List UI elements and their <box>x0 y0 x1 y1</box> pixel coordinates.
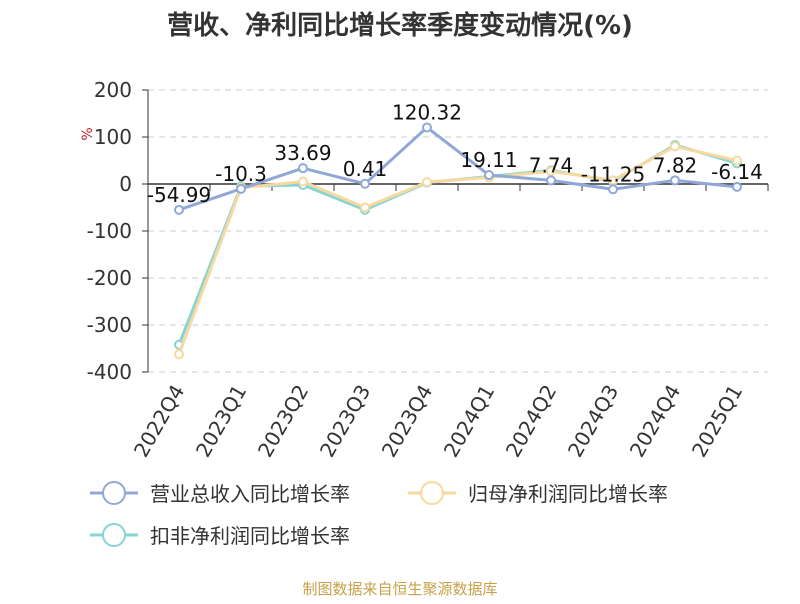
data-labels: -54.99-10.3 33.69 0.41 120.32 19.11 7.74 -11.2… <box>147 100 763 206</box>
y-tick-label: 0 <box>119 172 132 196</box>
legend-label: 归母净利润同比增长率 <box>468 482 668 506</box>
grid-lines <box>148 89 768 373</box>
legend-circle-icon <box>420 481 444 505</box>
series-line <box>178 125 738 212</box>
x-tick-label: 2023Q3 <box>315 381 375 462</box>
x-tick-label: 2024Q2 <box>501 381 561 462</box>
data-label: -6.14 <box>711 160 763 184</box>
legend-label: 扣非净利润同比增长率 <box>150 524 350 548</box>
legend-circle-icon <box>102 481 126 505</box>
chart-title: 营收、净利同比增长率季度变动情况(%) <box>167 10 633 41</box>
y-tick-label: 100 <box>94 125 132 149</box>
data-point <box>546 166 556 177</box>
data-label: -10.3 <box>215 162 267 186</box>
x-tick-label: 2022Q4 <box>129 381 189 462</box>
x-tick-label: 2023Q2 <box>253 381 313 462</box>
data-point <box>732 181 742 192</box>
data-point <box>174 349 184 360</box>
data-point <box>422 122 432 133</box>
data-label: -54.99 <box>147 183 211 207</box>
data-label: -11.25 <box>581 162 645 186</box>
data-point <box>360 178 370 189</box>
y-tick-label: -300 <box>87 313 132 337</box>
data-point <box>422 177 432 188</box>
x-tick-label: 2023Q1 <box>191 381 251 462</box>
y-tick-label: -400 <box>87 360 132 384</box>
legend-circle-icon <box>102 523 126 547</box>
data-label: 33.69 <box>274 141 331 165</box>
data-point <box>732 155 742 166</box>
data-label: 0.41 <box>343 157 388 181</box>
x-tick-label: 2024Q1 <box>439 381 499 462</box>
series-line <box>177 144 738 355</box>
data-label: 7.82 <box>653 153 698 177</box>
data-point <box>670 141 680 152</box>
data-point <box>174 204 184 215</box>
data-label: 19.11 <box>460 148 517 172</box>
data-point <box>236 183 246 194</box>
y-tick-label: 200 <box>94 78 132 102</box>
x-tick-label: 2024Q3 <box>563 381 623 462</box>
legend-item[interactable]: 归母净利润同比增长率 <box>408 481 668 506</box>
data-label: 120.32 <box>392 100 462 124</box>
x-tick-label: 2023Q4 <box>377 381 437 462</box>
legend-item[interactable]: 营业总收入同比增长率 <box>90 481 350 506</box>
legend-item[interactable]: 扣非净利润同比增长率 <box>90 523 350 548</box>
data-point <box>546 175 556 186</box>
x-tick-label: 2024Q4 <box>625 381 685 462</box>
legend-label: 营业总收入同比增长率 <box>150 482 350 506</box>
data-point <box>298 176 308 187</box>
data-point <box>298 163 308 174</box>
data-point <box>608 184 618 195</box>
data-label: 7.74 <box>529 153 574 177</box>
data-point <box>670 175 680 186</box>
series-group <box>174 122 742 360</box>
y-tick-label: -200 <box>87 266 132 290</box>
x-tick-label: 2025Q1 <box>687 381 747 462</box>
y-axis-unit-label: % <box>80 127 96 140</box>
data-point <box>608 175 618 186</box>
y-tick-label: -100 <box>87 219 132 243</box>
data-point <box>484 170 494 181</box>
data-source-note: 制图数据来自恒生聚源数据库 <box>302 580 497 598</box>
data-point <box>360 202 370 213</box>
